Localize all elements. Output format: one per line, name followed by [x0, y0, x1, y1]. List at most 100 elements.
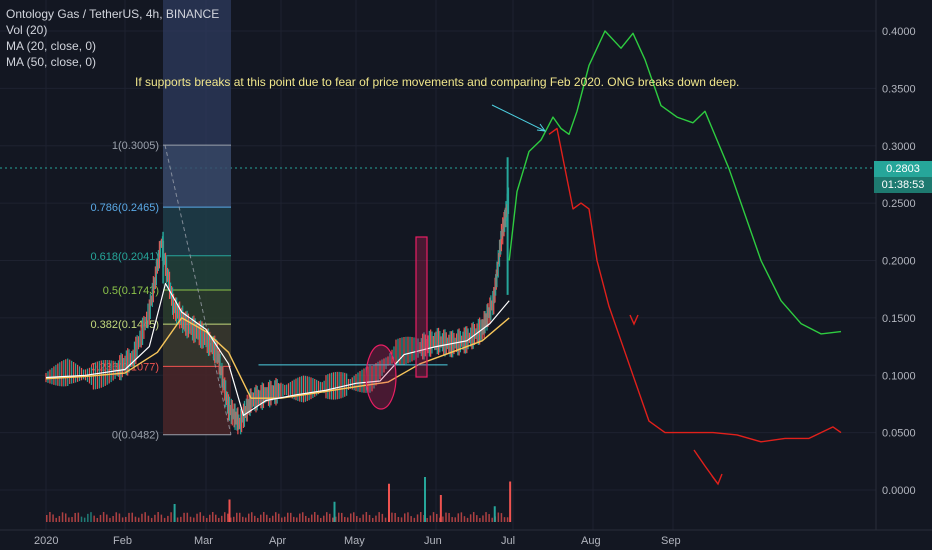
volume-bar	[451, 517, 453, 522]
bar-countdown-tag: 01:38:53	[874, 177, 932, 193]
volume-bar	[323, 515, 325, 522]
volume-bar	[68, 517, 70, 522]
volume-bar	[257, 517, 259, 522]
volume-bar	[74, 512, 76, 522]
volume-bar	[463, 516, 466, 522]
volume-spike	[424, 477, 426, 522]
volume-bar	[344, 516, 346, 522]
volume-bar	[454, 517, 456, 522]
volume-spike	[388, 483, 390, 522]
volume-bar	[64, 513, 67, 522]
fib-level-label: 0.5(0.1743)	[103, 285, 159, 297]
volume-bar	[176, 517, 179, 522]
volume-bar	[485, 512, 487, 522]
ma50-indicator-label[interactable]: MA (50, close, 0)	[6, 55, 97, 69]
volume-bar	[236, 512, 238, 522]
volume-bar	[137, 517, 140, 522]
volume-bar	[269, 517, 271, 522]
ma20-line	[45, 282, 510, 416]
ma20-indicator-label[interactable]: MA (20, close, 0)	[6, 39, 97, 53]
bear-arrowhead-mid	[629, 314, 639, 326]
volume-bar	[144, 512, 146, 522]
volume-bar	[112, 515, 114, 522]
volume-bar	[242, 516, 244, 522]
volume-bar	[131, 512, 133, 522]
volume-bar	[189, 516, 192, 522]
volume-bar	[397, 517, 400, 522]
volume-bar	[290, 512, 292, 522]
volume-bar	[58, 516, 61, 522]
volume-bar	[284, 516, 286, 522]
y-tick-label: 0.1500	[882, 313, 916, 325]
volume-bar	[263, 512, 265, 522]
volume-bar	[281, 517, 283, 522]
volume-bar	[278, 513, 280, 522]
volume-bar	[416, 514, 419, 522]
volume-bar	[221, 515, 223, 522]
volume-bar	[49, 512, 51, 522]
price-axis-bg	[876, 0, 932, 550]
x-tick-label: Jun	[424, 535, 442, 547]
volume-bar	[423, 515, 425, 522]
volume-bar	[394, 512, 396, 522]
volume-spike	[173, 504, 176, 522]
fib-zone	[163, 145, 231, 208]
x-tick-label: May	[344, 535, 365, 547]
volume-bar	[466, 517, 469, 522]
volume-bar	[341, 512, 343, 522]
volume-bar	[436, 513, 438, 522]
annotation-arrow	[491, 104, 546, 132]
volume-bar	[46, 515, 48, 522]
volume-bar	[106, 514, 108, 522]
volume-bar	[157, 512, 159, 522]
volume-bar	[109, 517, 111, 522]
volume-bar	[329, 513, 331, 522]
volume-bar	[150, 517, 153, 522]
volume-bars	[46, 477, 512, 522]
volume-bar	[196, 513, 198, 522]
x-tick-label: Aug	[581, 535, 601, 547]
y-tick-label: 0.3500	[882, 83, 916, 95]
volume-bar	[90, 512, 92, 522]
volume-bar	[260, 514, 262, 522]
volume-bar	[99, 514, 102, 522]
x-tick-label: Feb	[113, 535, 132, 547]
volume-bar	[347, 517, 349, 522]
volume-bar	[335, 516, 337, 522]
fib-zone	[163, 366, 231, 435]
volume-bar	[429, 515, 432, 522]
volume-bar	[239, 512, 241, 522]
volume-bar	[368, 514, 371, 522]
volume-bar	[391, 512, 393, 522]
volume-bar	[167, 515, 169, 522]
volume-bar	[118, 513, 121, 522]
fib-trend-line	[164, 145, 232, 435]
fib-highlight-band	[163, 0, 231, 145]
volume-bar	[121, 517, 124, 522]
volume-bar	[125, 516, 127, 522]
volume-bar	[154, 514, 156, 522]
volume-bar	[170, 512, 172, 522]
volume-indicator-label[interactable]: Vol (20)	[6, 23, 48, 37]
volume-bar	[506, 517, 509, 522]
volume-bar	[365, 512, 368, 522]
fib-level-label: 0.382(0.1445)	[91, 319, 160, 331]
volume-bar	[372, 517, 374, 522]
volume-bar	[254, 515, 256, 522]
volume-bar	[163, 517, 166, 522]
volume-bar	[193, 517, 195, 522]
volume-bar	[227, 513, 229, 522]
chart-annotation: If supports breaks at this point due to …	[135, 75, 740, 89]
volume-bar	[245, 517, 247, 522]
volume-bar	[134, 516, 137, 522]
volume-bar	[439, 517, 441, 522]
volume-bar	[275, 512, 277, 522]
volume-bar	[83, 517, 86, 522]
volume-bar	[491, 517, 493, 522]
volume-bar	[488, 514, 490, 522]
y-tick-label: 0.0500	[882, 428, 916, 440]
volume-bar	[378, 512, 380, 522]
fib-level-label: 1(0.3005)	[112, 140, 159, 152]
volume-bar	[320, 517, 322, 522]
